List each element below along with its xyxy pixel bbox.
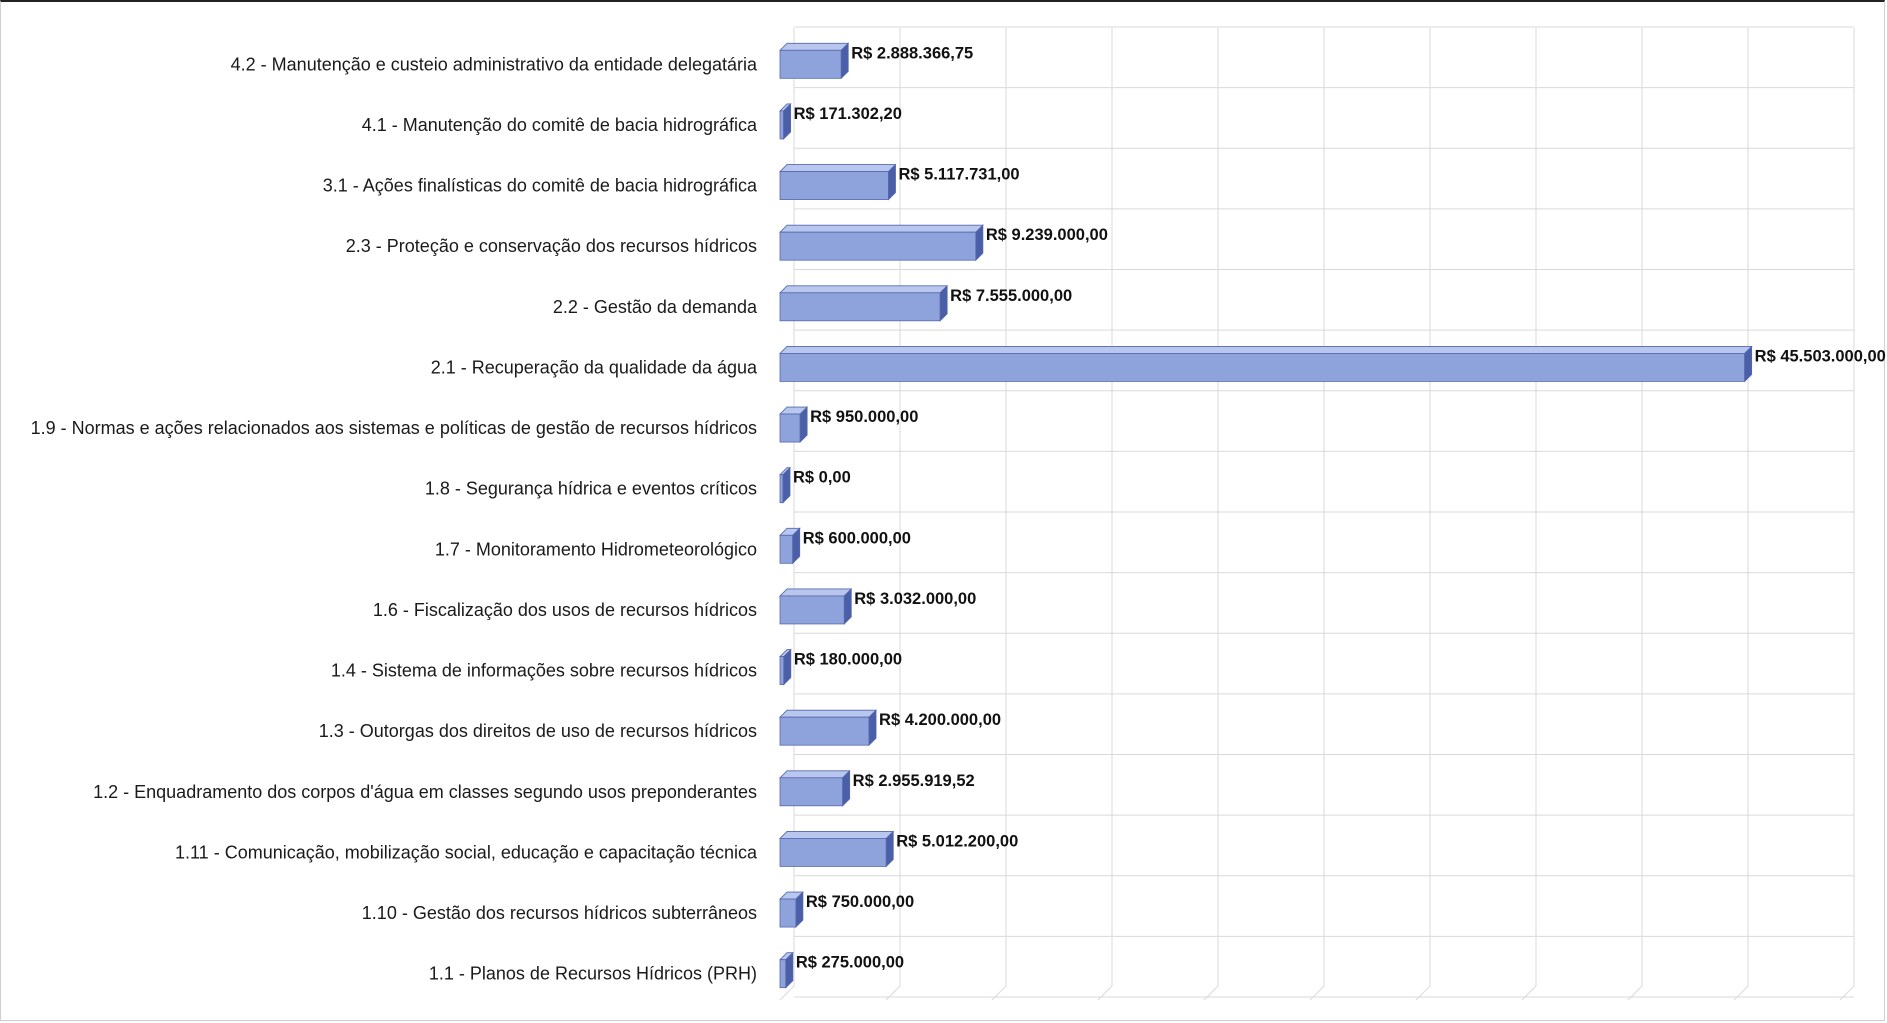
x-gridline-floor xyxy=(1098,986,1112,1000)
bar xyxy=(780,960,786,988)
bar xyxy=(780,50,841,78)
data-label: R$ 5.117.731,00 xyxy=(898,166,1019,184)
category-label: 4.1 - Manutenção do comitê de bacia hidr… xyxy=(362,115,758,135)
bar xyxy=(780,293,940,321)
bar xyxy=(780,899,796,927)
bar-top xyxy=(780,346,1752,353)
x-gridline-floor xyxy=(1522,986,1536,1000)
x-gridline-floor xyxy=(1628,986,1642,1000)
bar xyxy=(780,778,843,806)
bar xyxy=(780,535,793,563)
data-label: R$ 171.302,20 xyxy=(794,105,902,123)
bar-top xyxy=(780,43,848,50)
category-label: 1.9 - Normas e ações relacionados aos si… xyxy=(31,418,757,438)
category-label: 1.8 - Segurança hídrica e eventos crític… xyxy=(425,479,757,499)
data-label: R$ 950.000,00 xyxy=(810,408,918,426)
category-label: 2.3 - Proteção e conservação dos recurso… xyxy=(346,236,757,256)
category-label: 1.4 - Sistema de informações sobre recur… xyxy=(331,661,757,681)
category-label: 1.7 - Monitoramento Hidrometeorológico xyxy=(435,539,757,559)
category-label: 1.2 - Enquadramento dos corpos d'água em… xyxy=(93,782,757,802)
bar xyxy=(780,232,976,260)
data-label: R$ 2.888.366,75 xyxy=(851,44,973,62)
data-label: R$ 9.239.000,00 xyxy=(986,226,1108,244)
x-gridline-floor xyxy=(780,986,794,1000)
bar xyxy=(780,475,783,503)
category-label: 2.1 - Recuperação da qualidade da água xyxy=(431,357,758,377)
x-gridline-floor xyxy=(1310,986,1324,1000)
x-gridline-floor xyxy=(1204,986,1218,1000)
data-label: R$ 600.000,00 xyxy=(803,529,911,547)
x-gridline-floor xyxy=(886,986,900,1000)
bar xyxy=(780,414,800,442)
data-label: R$ 3.032.000,00 xyxy=(854,590,976,608)
category-label: 1.6 - Fiscalização dos usos de recursos … xyxy=(373,600,757,620)
category-label: 2.2 - Gestão da demanda xyxy=(553,297,758,317)
data-label: R$ 45.503.000,00 xyxy=(1755,347,1886,365)
bar-top xyxy=(780,225,983,232)
x-gridline-floor xyxy=(1734,986,1748,1000)
category-label: 1.11 - Comunicação, mobilização social, … xyxy=(175,842,758,862)
bar xyxy=(780,657,784,685)
category-label: 1.1 - Planos de Recursos Hídricos (PRH) xyxy=(429,964,757,984)
bar xyxy=(780,172,888,200)
category-label: 4.2 - Manutenção e custeio administrativ… xyxy=(231,54,758,74)
bar xyxy=(780,596,844,624)
x-gridline-floor xyxy=(1840,986,1854,1000)
data-label: R$ 5.012.200,00 xyxy=(896,832,1018,850)
data-label: R$ 750.000,00 xyxy=(806,893,914,911)
x-gridline-floor xyxy=(992,986,1006,1000)
data-label: R$ 0,00 xyxy=(793,469,851,487)
category-label: 1.10 - Gestão dos recursos hídricos subt… xyxy=(362,903,757,923)
data-label: R$ 180.000,00 xyxy=(794,651,902,669)
category-label: 3.1 - Ações finalísticas do comitê de ba… xyxy=(323,176,758,196)
bar xyxy=(780,353,1745,381)
bar xyxy=(780,838,886,866)
data-label: R$ 2.955.919,52 xyxy=(853,772,975,790)
bar-top xyxy=(780,286,947,293)
bar-top xyxy=(780,831,893,838)
bar-top xyxy=(780,165,895,172)
x-gridline-floor xyxy=(1416,986,1430,1000)
bar xyxy=(780,717,869,745)
category-label: 1.3 - Outorgas dos direitos de uso de re… xyxy=(319,721,757,741)
labels: 4.2 - Manutenção e custeio administrativ… xyxy=(31,44,1886,983)
bar xyxy=(780,111,784,139)
bar-top xyxy=(780,710,876,717)
data-label: R$ 275.000,00 xyxy=(796,954,904,972)
bar-top xyxy=(780,589,851,596)
data-label: R$ 7.555.000,00 xyxy=(950,287,1072,305)
bar-top xyxy=(780,771,850,778)
data-label: R$ 4.200.000,00 xyxy=(879,711,1001,729)
